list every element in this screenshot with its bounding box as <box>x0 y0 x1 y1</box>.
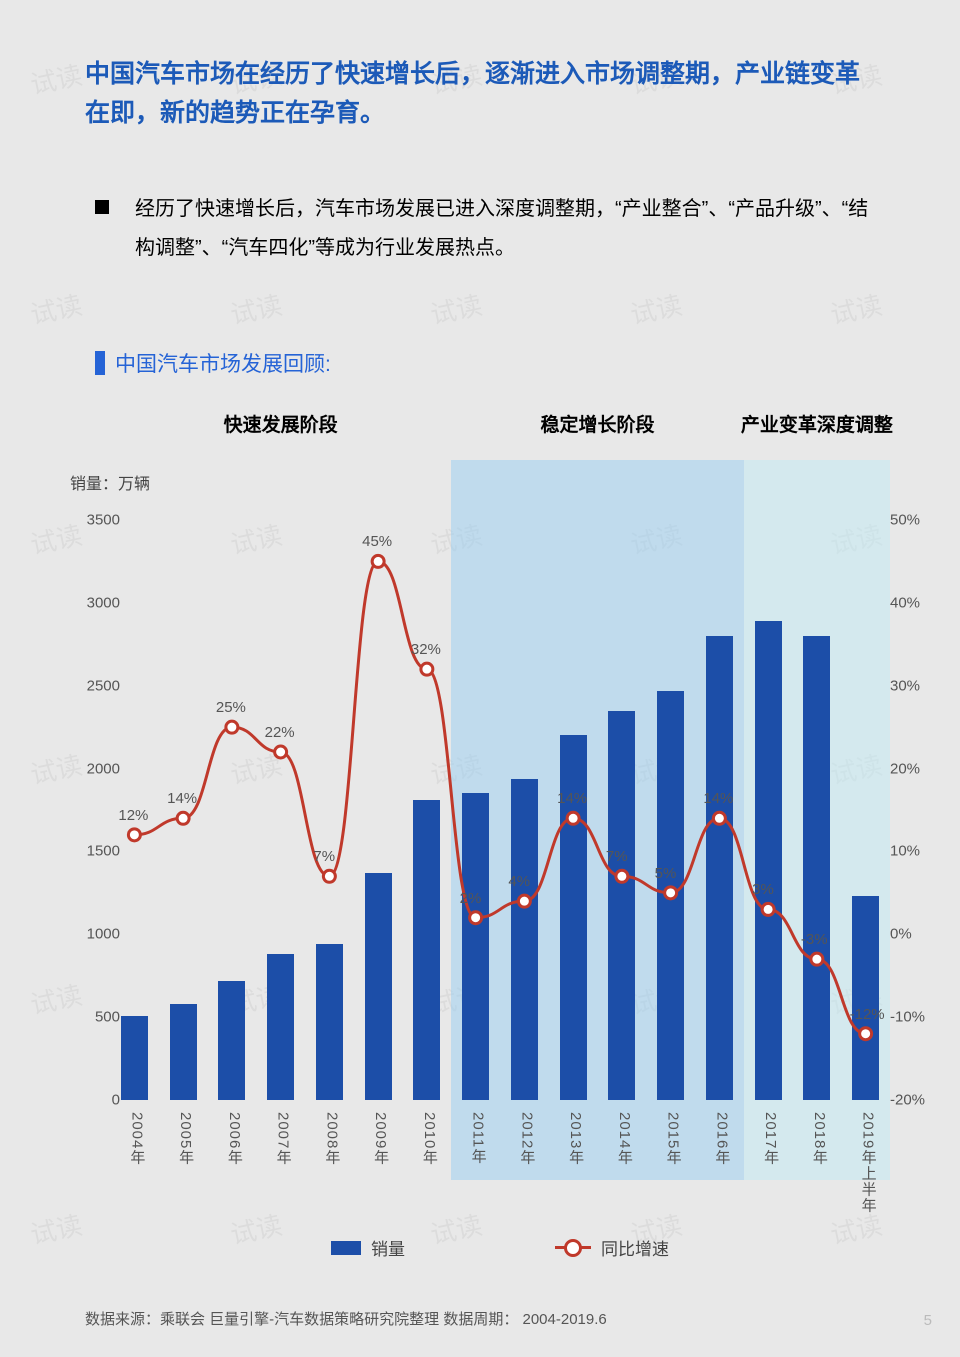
line-value-label: 12% <box>118 807 148 824</box>
line-value-label: 14% <box>167 790 197 807</box>
section-header: 中国汽车市场发展回顾: <box>95 348 331 378</box>
x-tick-label: 2019年上半年 <box>858 1112 879 1213</box>
chart-legend: 销量 同比增速 <box>110 1235 890 1260</box>
section-bar-icon <box>95 351 105 375</box>
legend-swatch-line-icon <box>555 1246 591 1249</box>
line-value-label: -3% <box>801 931 828 948</box>
chart: 快速发展阶段稳定增长阶段产业变革深度调整 销量：万辆 0500100015002… <box>80 400 900 1200</box>
legend-item-bar: 销量 <box>331 1235 405 1260</box>
line-value-label: 45% <box>362 533 392 550</box>
line-value-label: 32% <box>411 641 441 658</box>
x-tick-label: 2013年 <box>565 1112 586 1165</box>
x-tick-label: 2012年 <box>516 1112 537 1165</box>
phase-label: 产业变革深度调整 <box>741 410 893 437</box>
x-tick-label: 2017年 <box>760 1112 781 1165</box>
y-left-title: 销量：万辆 <box>70 470 150 494</box>
x-tick-label: 2016年 <box>711 1112 732 1165</box>
x-tick-label: 2009年 <box>370 1112 391 1165</box>
bullet-point: 经历了快速增长后，汽车市场发展已进入深度调整期，“产业整合”、“产品升级”、“结… <box>95 190 875 268</box>
line-value-label: -12% <box>850 1006 885 1023</box>
x-tick-label: 2015年 <box>663 1112 684 1165</box>
bullet-square-icon <box>95 200 109 214</box>
x-tick-label: 2018年 <box>809 1112 830 1165</box>
page-title: 中国汽车市场在经历了快速增长后，逐渐进入市场调整期，产业链变革在即，新的趋势正在… <box>85 55 875 133</box>
phase-label: 快速发展阶段 <box>224 410 338 437</box>
line-value-label: 4% <box>508 873 530 890</box>
section-label: 中国汽车市场发展回顾: <box>115 348 331 378</box>
x-tick-label: 2006年 <box>224 1112 245 1165</box>
line-value-label: 7% <box>313 848 335 865</box>
x-tick-label: 2008年 <box>321 1112 342 1165</box>
y-right-tick: 30% <box>890 677 940 694</box>
x-tick-label: 2014年 <box>614 1112 635 1165</box>
growth-line <box>110 520 890 1100</box>
line-value-label: 3% <box>752 881 774 898</box>
y-right-tick: 10% <box>890 843 940 860</box>
y-right-tick: 20% <box>890 760 940 777</box>
x-tick-label: 2007年 <box>273 1112 294 1165</box>
line-value-label: 14% <box>703 790 733 807</box>
legend-line-label: 同比增速 <box>601 1235 669 1260</box>
line-value-label: 5% <box>655 865 677 882</box>
legend-item-line: 同比增速 <box>555 1235 669 1260</box>
x-tick-label: 2004年 <box>126 1112 147 1165</box>
line-value-label: 14% <box>557 790 587 807</box>
bullet-text: 经历了快速增长后，汽车市场发展已进入深度调整期，“产业整合”、“产品升级”、“结… <box>135 190 875 268</box>
legend-swatch-bar-icon <box>331 1241 361 1255</box>
phase-label: 稳定增长阶段 <box>540 410 654 437</box>
line-value-label: 22% <box>265 724 295 741</box>
line-value-label: 25% <box>216 699 246 716</box>
page-number: 5 <box>924 1312 932 1329</box>
y-right-tick: 0% <box>890 926 940 943</box>
y-right-tick: -10% <box>890 1009 940 1026</box>
data-source: 数据来源：乘联会 巨量引擎-汽车数据策略研究院整理 数据周期： 2004-201… <box>85 1308 607 1329</box>
chart-plot: 0500100015002000250030003500 -20%-10%0%1… <box>110 520 890 1100</box>
line-value-label: 7% <box>606 848 628 865</box>
legend-bar-label: 销量 <box>371 1235 405 1260</box>
x-tick-label: 2011年 <box>468 1112 489 1164</box>
y-right-tick: 40% <box>890 594 940 611</box>
y-right-tick: -20% <box>890 1092 940 1109</box>
x-tick-label: 2010年 <box>419 1112 440 1165</box>
y-right-tick: 50% <box>890 512 940 529</box>
x-tick-label: 2005年 <box>175 1112 196 1165</box>
line-value-label: 2% <box>460 890 482 907</box>
